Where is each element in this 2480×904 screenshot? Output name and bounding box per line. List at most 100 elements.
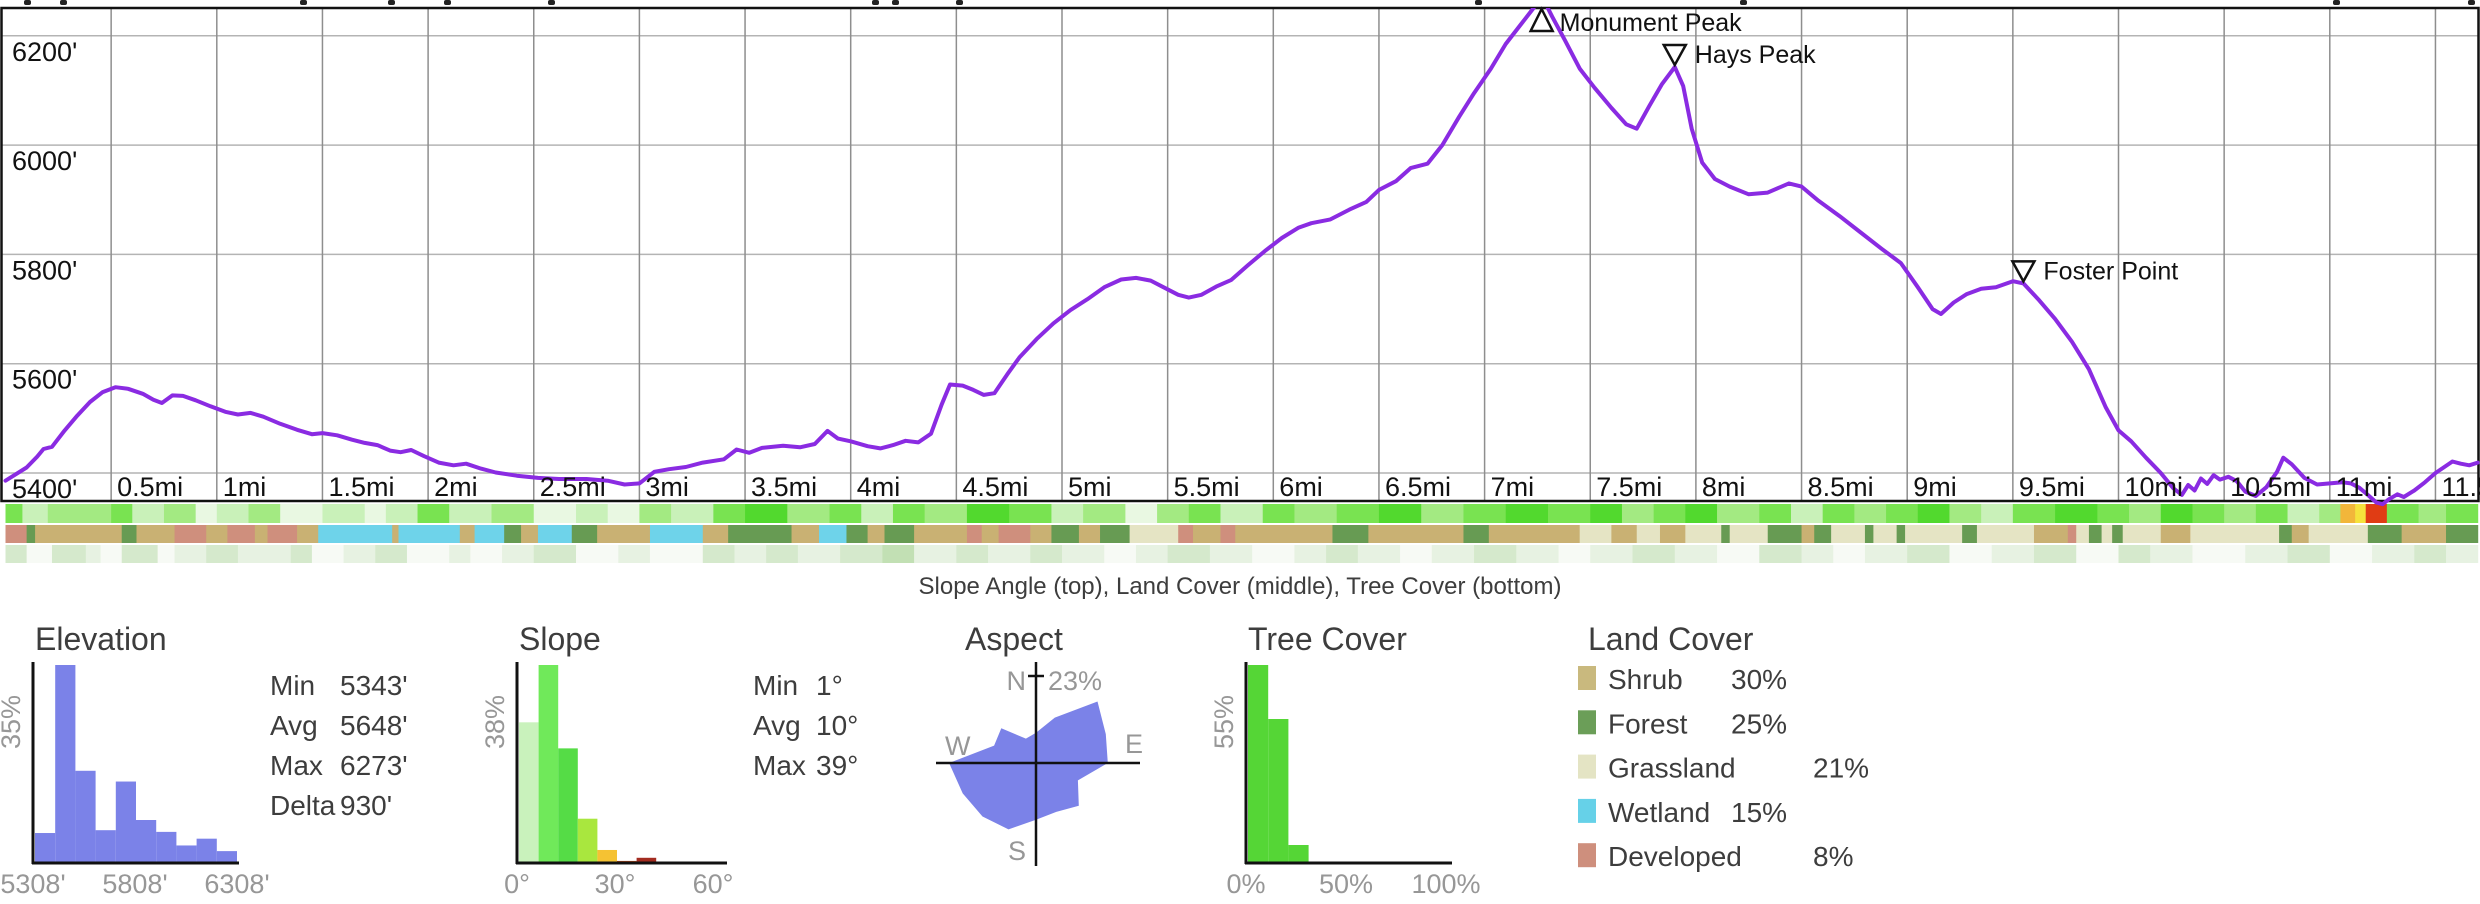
tree-cover-strip-segment [206, 545, 239, 563]
slope-angle-strip-segment [2012, 504, 2056, 523]
land-cover-strip-segment [884, 525, 915, 543]
land-cover-strip-segment [1078, 525, 1101, 543]
stat-value: 39° [816, 750, 858, 781]
mile-tick-label: 7mi [1491, 472, 1535, 502]
land-cover-strip-segment [2088, 525, 2103, 543]
mini-x-tick-label: 5308' [0, 869, 65, 899]
slope-angle-strip-segment [1378, 504, 1422, 523]
slope-angle-strip-segment [1051, 504, 1084, 523]
cropped-text-artifact [300, 0, 307, 5]
slope-histogram-bar [636, 857, 657, 863]
mile-tick-label: 4.5mi [962, 472, 1028, 502]
land-cover-panel-title: Land Cover [1588, 621, 1754, 657]
tree-cover-strip-segment [533, 545, 577, 563]
slope-y-axis-label: 38% [480, 695, 510, 749]
slope-angle-strip-segment [2365, 504, 2388, 523]
land-cover-strip-segment [1864, 525, 1874, 543]
tree-cover-strip-segment [1326, 545, 1359, 563]
land-cover-strip-segment [819, 525, 847, 543]
tree-cover-strip-segment [1209, 545, 1253, 563]
tree-cover-strip-segment [157, 545, 176, 563]
tree-cover-strip-segment [174, 545, 207, 563]
stat-value: 6273' [340, 750, 408, 781]
slope-angle-strip-segment [2097, 504, 2130, 523]
land-cover-class-value: 30% [1731, 664, 1787, 695]
land-cover-swatch [1578, 710, 1596, 735]
land-cover-class-value: 25% [1731, 708, 1787, 739]
tree-cover-strip-segment [406, 545, 450, 563]
tree-cover-strip-segment [1167, 545, 1211, 563]
land-cover-strip-segment [459, 525, 476, 543]
land-cover-strip-segment [1579, 525, 1612, 543]
land-cover-swatch [1578, 666, 1596, 690]
land-cover-strip-segment [966, 525, 983, 543]
tree-cover-strip-segment [51, 545, 87, 563]
tree-cover-strip-segment [375, 545, 408, 563]
tree-cover-strip-segment [882, 545, 915, 563]
tree-cover-y-axis-label: 55% [1209, 695, 1239, 749]
slope-angle-strip-segment [2386, 504, 2420, 523]
slope-angle-strip-segment [671, 504, 714, 523]
land-cover-class-value: 15% [1731, 797, 1787, 828]
slope-angle-strip-segment [132, 504, 165, 523]
slope-angle-strip-segment [364, 504, 387, 523]
land-cover-swatch [1578, 843, 1596, 868]
land-cover-strip-segment [2067, 525, 2077, 543]
slope-angle-strip-segment [216, 504, 249, 523]
elevation-tick-label: 6200' [12, 37, 77, 67]
mile-tick-label: 2.5mi [540, 472, 606, 502]
land-cover-strip-segment [136, 525, 176, 543]
tree-cover-strip-segment [1991, 545, 2035, 563]
slope-angle-strip-segment [2224, 504, 2257, 523]
cropped-text-artifact [956, 0, 963, 5]
cropped-text-artifact [388, 0, 395, 5]
stat-label: Min [270, 670, 315, 701]
slope-angle-strip-segment [491, 504, 535, 523]
slope-angle-strip-segment [1157, 504, 1190, 523]
land-cover-strip-segment [1100, 525, 1131, 543]
slope-angle-strip-segment [2355, 504, 2367, 523]
tree-cover-strip-segment [2372, 545, 2415, 563]
slope-angle-strip-segment [1981, 504, 2014, 523]
slope-angle-strip-segment [745, 504, 788, 523]
elevation-histogram-bar [196, 838, 217, 863]
tree-cover-strip-segment [1717, 545, 1760, 563]
slope-angle-strip-segment [2287, 504, 2320, 523]
land-cover-swatch [1578, 754, 1596, 779]
slope-angle-strip-segment [1083, 504, 1126, 523]
land-cover-strip-segment [174, 525, 207, 543]
mile-tick-label: 8.5mi [1808, 472, 1874, 502]
slope-angle-strip-segment [1009, 504, 1052, 523]
waypoint-marker-icon [1661, 43, 1688, 68]
land-cover-strip-segment [1051, 525, 1080, 543]
terrain-strips [5, 504, 2479, 563]
slope-angle-strip-segment [2055, 504, 2098, 523]
tree-cover-strip-segment [988, 545, 1031, 563]
stat-label: Max [753, 750, 806, 781]
land-cover-class-value: 8% [1813, 841, 1853, 872]
slope-angle-strip-segment [2192, 504, 2225, 523]
land-cover-strip-segment [1685, 525, 1722, 543]
axis-labels: 6200' 6000' 5800' 5600' 5400' 0.5mi 1mi 1.5mi 2m… [12, 37, 2480, 504]
tree-cover-strip-segment [343, 545, 376, 563]
elevation-tick-label: 5600' [12, 365, 77, 395]
land-cover-strip-segment [2446, 525, 2479, 543]
land-cover-strip-segment [1721, 525, 1731, 543]
tree-cover-strip-segment [702, 545, 735, 563]
cropped-text-artifact [24, 0, 31, 5]
tree-cover-strip-segment [5, 545, 28, 563]
tree-cover-strip-segment [1907, 545, 1950, 563]
land-cover-strip-segment [846, 525, 869, 543]
land-cover-strip-segment [392, 525, 400, 543]
slope-angle-strip-segment [576, 504, 609, 523]
summary-panels: 5308' 5808' 6308'Min 5343'Avg 5648'Max 6273'D… [0, 662, 1869, 899]
slope-angle-strip-segment [5, 504, 23, 523]
slope-angle-strip-segment [1294, 504, 1338, 523]
stat-value: 5648' [340, 710, 408, 741]
grid-lines [0, 0, 2480, 503]
aspect-panel-title: Aspect [965, 621, 1063, 657]
plot-border [0, 6, 2480, 503]
tree-cover-strip-segment [1833, 545, 1866, 563]
land-cover-strip-segment [1178, 525, 1194, 543]
